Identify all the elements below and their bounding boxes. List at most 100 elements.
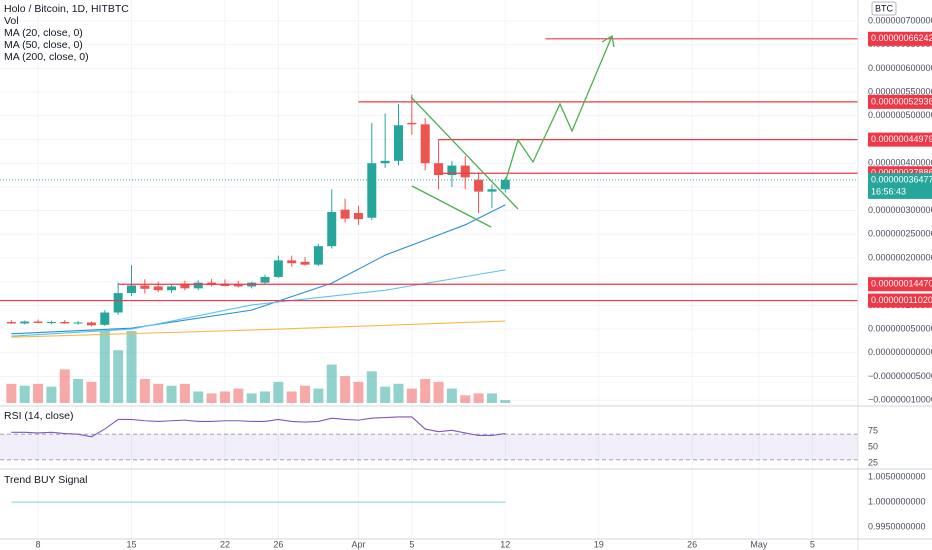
volume-bar (406, 388, 417, 403)
x-tick-label: 26 (273, 539, 283, 549)
candle-body (487, 189, 497, 192)
volume-bar (460, 395, 471, 403)
x-tick-label: 19 (594, 539, 604, 549)
x-tick-label: 8 (36, 539, 41, 549)
y-tick-label: 0.0000000500000 (868, 323, 932, 333)
volume-bar (6, 383, 17, 403)
volume-bar (380, 386, 391, 403)
volume-bar (366, 371, 377, 403)
volume-bar (99, 331, 110, 403)
moving-average (11, 269, 506, 337)
symbol-title: Holo / Bitcoin, 1D, HITBTC (4, 3, 129, 15)
volume-bar (233, 388, 244, 403)
volume-bar (486, 393, 497, 403)
candle-body (20, 321, 30, 324)
candle-body (180, 283, 190, 289)
candle-body (460, 165, 470, 178)
trend-tick-label: 0.9950000000 (868, 522, 926, 532)
x-tick-label: Apr (351, 539, 365, 549)
x-tick-label: 5 (409, 539, 414, 549)
price-level-label: 0.00000011020 (871, 295, 932, 305)
x-tick-label: 12 (500, 539, 510, 549)
candle-body (153, 286, 163, 291)
volume-bar (139, 379, 150, 403)
legend-entry: MA (20, close, 0) (4, 27, 83, 39)
trend-title: Trend BUY Signal (4, 474, 87, 486)
volume-bar (113, 350, 124, 403)
volume-bar (286, 391, 297, 403)
last-price-label: 0.00000036477 (871, 174, 932, 184)
price-level-tag (868, 277, 932, 292)
candle-body (60, 321, 70, 324)
candle-body (86, 322, 96, 326)
y-tick-label: −0.0000000500000 (868, 371, 932, 381)
candle-body (33, 321, 43, 323)
volume-bar (206, 393, 217, 403)
rsi-band (0, 434, 858, 460)
x-tick-label: May (750, 539, 768, 549)
countdown: 16:56:43 (871, 186, 906, 196)
y-tick-label: 0.0000003000000 (868, 205, 932, 215)
candle-body (393, 125, 403, 161)
volume-bar (273, 381, 284, 403)
wedge-lower (411, 185, 492, 228)
y-tick-label: 0.0000006000000 (868, 63, 932, 73)
candle-body (167, 286, 177, 291)
price-level-label: 0.00000052936 (871, 96, 932, 106)
price-level-label: 0.00000066242 (871, 33, 932, 43)
volume-bar (219, 391, 230, 403)
candle-body (474, 179, 484, 192)
legend-entry: MA (50, close, 0) (4, 39, 83, 51)
volume-bar (500, 400, 511, 403)
candle-body (6, 321, 16, 324)
wedge-upper (410, 96, 519, 210)
volume-bar (86, 381, 97, 403)
volume-bar (59, 369, 70, 403)
volume-bar (326, 364, 337, 403)
candle-body (434, 163, 444, 176)
y-tick-label: 0.0000004000000 (868, 158, 932, 168)
volume-bar (166, 385, 177, 403)
rsi-line (11, 416, 506, 438)
candle-body (73, 322, 83, 324)
x-tick-label: 22 (220, 539, 230, 549)
candle-body (126, 285, 136, 294)
drawings (410, 34, 615, 228)
volume-bar (126, 331, 137, 403)
currency-button[interactable] (871, 1, 897, 16)
price-level-label: 0.00000014470 (871, 279, 932, 289)
volume-bar (340, 376, 351, 403)
y-tick-label: 0.0000007000000 (868, 15, 932, 25)
volume-bar (19, 385, 30, 403)
candle-body (273, 260, 283, 277)
volume-bar (420, 379, 431, 403)
candle-body (420, 124, 430, 164)
volume-bar (446, 388, 457, 403)
trend-tick-label: 1.0000000000 (868, 496, 926, 506)
last-price-tag (868, 172, 932, 199)
candle-body (380, 160, 390, 164)
candle-body (447, 165, 457, 176)
candle-body (340, 209, 350, 219)
trend-tick-label: 1.0050000000 (868, 471, 926, 481)
price-level-tag (868, 94, 932, 109)
rsi-tick-label: 50 (868, 441, 878, 451)
volume-bar (33, 383, 44, 403)
candle-body (100, 312, 110, 325)
volume-bar (246, 393, 257, 403)
volume-bar (46, 386, 57, 403)
volume-bar (153, 383, 164, 403)
price-level-tag (868, 132, 932, 147)
x-tick-label: 15 (126, 539, 136, 549)
y-tick-label: 0.0000000000000 (868, 347, 932, 357)
candle-body (193, 282, 203, 289)
price-level-tag (868, 293, 932, 308)
volume-bar (433, 381, 444, 403)
candle-body (113, 293, 123, 313)
volume-bar (193, 391, 204, 403)
candle-body (300, 261, 310, 265)
projection-path (504, 35, 613, 184)
